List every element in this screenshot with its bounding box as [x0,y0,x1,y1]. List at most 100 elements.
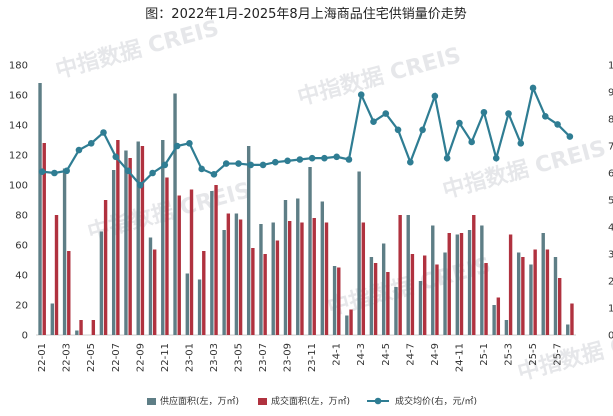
price-point [259,161,267,169]
transaction-bar [202,251,206,335]
y-left-tick-label: 140 [9,121,28,132]
watermark-text: 中指数据 CREIS [53,15,222,84]
supply-bar [161,140,165,335]
transaction-bar [324,222,329,335]
price-point [419,126,426,134]
legend-swatch [258,398,267,405]
supply-bar [246,146,251,335]
y-right-tick-label: 50000 [608,196,613,207]
axes: 0 20 40 60 80 100 120 140 160 180 0 10000 20000 30000… [9,61,613,373]
price-point [247,161,255,169]
supply-bar [75,330,79,335]
price-point [137,181,144,189]
transaction-bar [496,297,501,335]
transaction-bar [386,272,390,335]
watermark-text: 中指数据 CREIS [440,135,609,204]
y-right-tick-label: 90000 [608,88,613,99]
supply-bar [283,200,288,335]
price-point [480,108,488,116]
supply-bar [443,252,447,335]
price-point [492,154,500,162]
x-tick-label: 24-11 [454,343,465,372]
y-right-tick-label: 30000 [608,250,613,261]
supply-bar [529,264,533,335]
supply-bar [357,171,361,335]
x-tick-label: 23-01 [184,343,195,372]
transaction-bar [459,233,464,335]
legend-label: 成交均价(右，元/㎡) [395,395,477,407]
price-point [394,126,402,134]
supply-bar [381,243,386,335]
x-tick-label: 22-09 [135,343,146,372]
chart-title: 图：2022年1月-2025年8月上海商品住宅供销量价走势 [145,6,466,22]
supply-bar [50,303,55,335]
price-point [124,167,132,175]
supply-bar [418,281,423,335]
transaction-bar [398,215,402,335]
price-point [235,160,242,167]
x-tick-label: 23-11 [307,343,318,372]
transaction-bar [140,146,145,335]
price-point [161,161,169,169]
legend-marker [374,397,382,405]
transaction-bar [54,215,59,335]
supply-bar [455,234,460,335]
price-point [87,140,95,147]
transaction-bar [91,320,96,335]
supply-bar [111,170,116,335]
y-left-tick-label: 180 [9,61,28,72]
supply-bar [566,324,570,335]
transaction-bar [152,249,157,335]
supply-bar [369,257,374,335]
legend-swatch [147,398,156,405]
transaction-bar [422,255,427,335]
transaction-bar [521,257,525,335]
price-point [554,121,561,128]
transaction-bar [128,158,132,335]
transaction-bar [67,251,71,335]
transaction-bar [300,222,304,335]
x-tick-label: 24-9 [430,343,441,366]
transaction-bar [545,249,550,335]
supply-bar [320,201,325,335]
transaction-bar [557,278,562,335]
supply-bar [173,93,177,335]
supply-bar [467,230,472,335]
x-tick-label: 23-07 [258,343,269,372]
x-tick-label: 22-03 [62,343,73,372]
supply-bar [332,266,337,335]
supply-bar [136,141,140,335]
transaction-bar [263,254,267,335]
transaction-bar [116,140,120,335]
transaction-bar [214,185,218,335]
y-right-tick-label: 40000 [608,223,613,234]
x-tick-label: 24-3 [356,343,367,366]
transaction-bar [570,303,574,335]
supply-bar [345,315,349,335]
x-tick-label: 23-03 [209,343,220,372]
price-point [186,140,193,147]
supply-bar [271,222,275,335]
supply-bar [296,198,300,335]
supply-bar [62,168,67,335]
x-tick-label: 24-7 [405,343,416,366]
price-point [296,156,304,163]
price-point [382,110,390,117]
supply-bar [222,230,226,335]
y-left-tick-label: 60 [15,241,28,252]
price-point [321,154,328,162]
transaction-bar [238,219,243,335]
transaction-bar [533,249,537,335]
price-point [542,113,549,120]
x-tick-label: 24-5 [381,343,392,366]
price-point [210,171,218,178]
price-point [51,169,58,177]
x-tick-label: 25-5 [528,343,539,366]
price-point [333,153,340,161]
supply-bar [185,273,190,335]
price-point [63,167,70,175]
y-left-tick-label: 160 [9,91,28,102]
watermark-text: 中指数据 CREIS [295,42,464,111]
transaction-bar [472,215,476,335]
